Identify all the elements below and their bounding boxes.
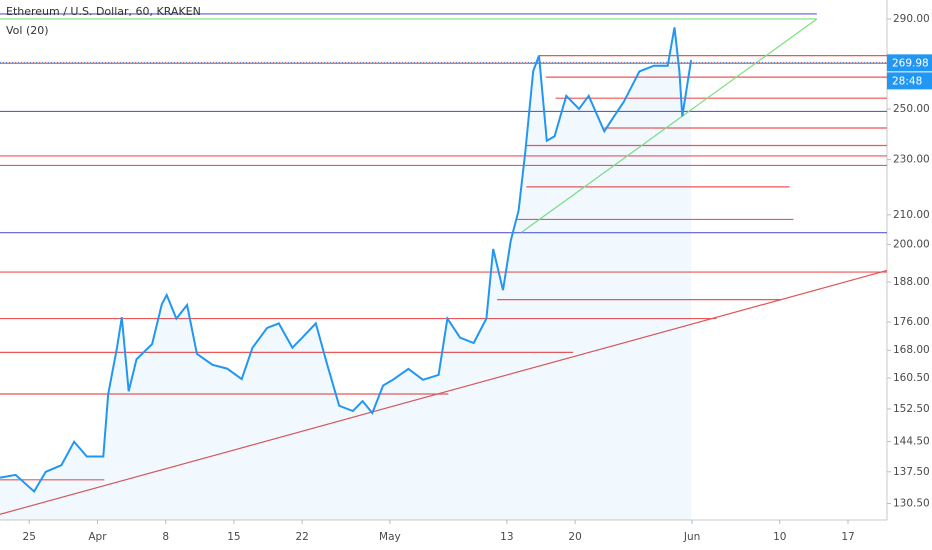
x-tick-label: 22	[295, 531, 308, 543]
x-tick-label: 8	[162, 531, 169, 543]
y-tick-label: 168.00	[893, 344, 930, 356]
x-tick-label: 15	[227, 531, 240, 543]
y-tick-label: 176.00	[893, 316, 930, 328]
last-price-box	[887, 54, 932, 72]
y-tick-label: 137.50	[893, 466, 930, 478]
last-price-label: 269.98	[892, 57, 929, 69]
price-area	[0, 27, 692, 521]
y-tick-label: 188.00	[893, 276, 930, 288]
y-tick-label: 210.00	[893, 209, 930, 221]
x-tick-label: 10	[773, 531, 786, 543]
y-tick-label: 290.00	[893, 13, 930, 25]
y-tick-label: 200.00	[893, 238, 930, 250]
x-tick-label: 25	[23, 531, 36, 543]
price-line	[0, 27, 693, 494]
countdown-box	[887, 72, 932, 90]
trend-line	[521, 18, 818, 233]
x-tick-label: 13	[500, 531, 513, 543]
plot-area	[0, 13, 888, 521]
chart-title: Ethereum / U.S. Dollar, 60, KRAKEN	[6, 5, 201, 18]
trend-line	[0, 269, 888, 515]
y-tick-label: 230.00	[893, 154, 930, 166]
y-tick-label: 152.50	[893, 403, 930, 415]
y-tick-label: 144.50	[893, 436, 930, 448]
y-tick-label: 160.50	[893, 372, 930, 384]
x-tick-label: Apr	[88, 531, 107, 543]
x-tick-label: May	[379, 531, 401, 543]
y-tick-label: 130.50	[893, 498, 930, 510]
x-tick-label: Jun	[683, 531, 700, 543]
volume-label: Vol (20)	[6, 24, 49, 37]
y-tick-label: 250.00	[893, 103, 930, 115]
countdown-label: 28:48	[892, 75, 922, 87]
x-tick-label: 17	[841, 531, 854, 543]
x-tick-label: 20	[568, 531, 581, 543]
